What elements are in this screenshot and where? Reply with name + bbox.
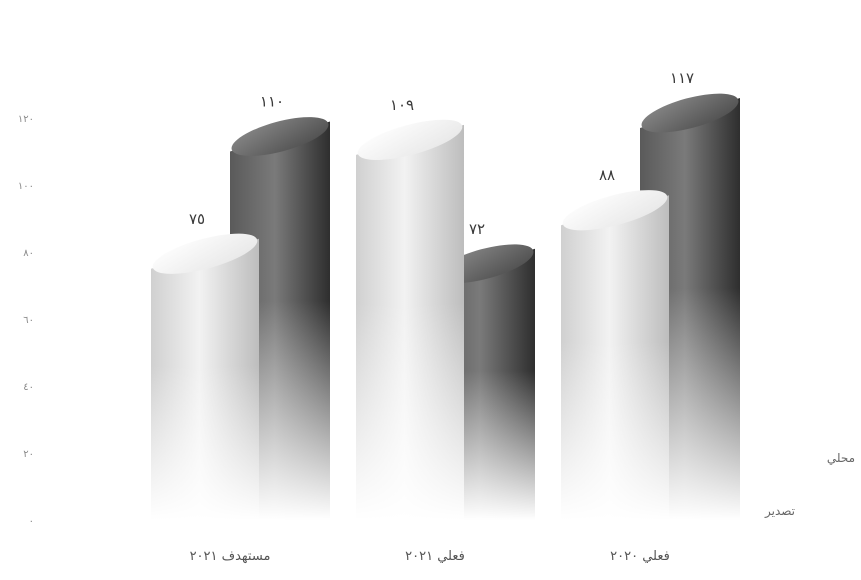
bar-export-2-cap	[357, 119, 463, 160]
y-tick-label: ٦٠	[23, 315, 34, 326]
bar-export-1-fade	[561, 195, 669, 520]
bar-export-2-fade	[356, 124, 464, 520]
bar-export-1-cap	[562, 190, 668, 231]
bar-domestic-1-value-label: ١١٧	[670, 69, 694, 87]
y-tick-label: ٤٠	[23, 382, 34, 393]
bar-domestic-3-cap	[231, 117, 329, 156]
y-tick-label: ٨٠	[23, 248, 34, 259]
y-tick-label: ١٠٠	[18, 181, 34, 192]
bar-export-3-cap	[152, 233, 258, 274]
legend-export: تصدير	[764, 504, 795, 519]
category-label: فعلي ٢٠٢١	[405, 549, 465, 564]
y-axis: ٠ ٢٠ ٤٠ ٦٠ ٨٠ ١٠٠ ١٢٠	[18, 114, 34, 527]
bar-export-2-value-label: ١٠٩	[390, 96, 414, 114]
y-tick-label: ١٢٠	[18, 114, 34, 125]
y-tick-label: ٢٠	[23, 449, 34, 460]
bar-export-1: ٨٨	[561, 166, 669, 520]
category-label: مستهدف ٢٠٢١	[190, 549, 271, 564]
bars: ١١٧ ٧٢ ١١٠ ٨٨ ١٠٩ ٧٥	[151, 69, 740, 521]
category-labels: فعلي ٢٠٢٠ فعلي ٢٠٢١ مستهدف ٢٠٢١	[190, 549, 670, 564]
bar-export-3-fade	[151, 238, 259, 520]
bar-domestic-3-value-label: ١١٠	[260, 93, 284, 111]
category-label: فعلي ٢٠٢٠	[610, 549, 670, 564]
bar-export-2: ١٠٩	[356, 96, 464, 520]
legend: محلي تصدير	[764, 451, 855, 519]
bar-domestic-2-value-label: ٧٢	[469, 220, 485, 238]
legend-domestic: محلي	[827, 451, 855, 465]
bar-export-3: ٧٥	[151, 210, 259, 520]
bar-export-3-value-label: ٧٥	[189, 210, 205, 228]
y-tick-label: ٠	[29, 516, 34, 527]
bar-export-1-value-label: ٨٨	[599, 166, 615, 184]
bar-domestic-1-cap	[641, 93, 739, 133]
